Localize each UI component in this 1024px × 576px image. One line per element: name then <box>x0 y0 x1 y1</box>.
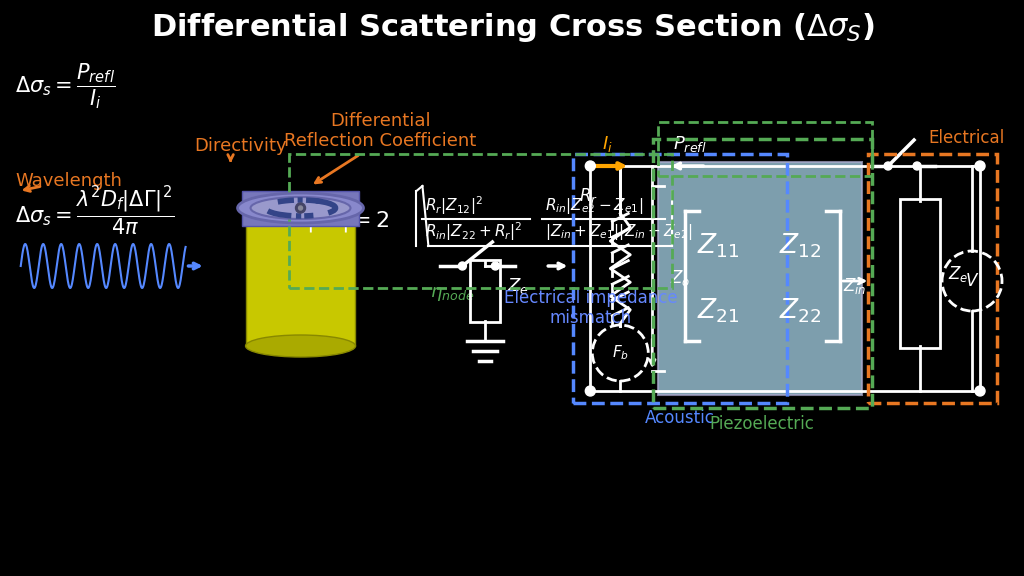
Text: $P_{refl}$: $P_{refl}$ <box>674 134 708 154</box>
Text: Piezoelectric: Piezoelectric <box>710 415 815 433</box>
Circle shape <box>913 162 921 170</box>
Text: $Z_o$: $Z_o$ <box>671 268 690 288</box>
Text: Wavelength: Wavelength <box>15 172 122 190</box>
Text: Differential Scattering Cross Section ($\Delta\sigma_S$): Differential Scattering Cross Section ($… <box>151 12 874 44</box>
Text: $|Z_{in}+Z_{e1}||Z_{in}+Z_{e2}|$: $|Z_{in}+Z_{e1}||Z_{in}+Z_{e2}|$ <box>546 222 693 242</box>
Text: $Z_{21}$: $Z_{21}$ <box>697 297 739 325</box>
FancyBboxPatch shape <box>658 162 862 395</box>
Ellipse shape <box>238 193 364 223</box>
Text: $Z_{in}$: $Z_{in}$ <box>844 276 867 296</box>
Text: $Z_e$: $Z_e$ <box>948 264 969 284</box>
Text: Electrical impedance
mismatch: Electrical impedance mismatch <box>504 289 677 327</box>
Circle shape <box>492 262 500 270</box>
Text: $R_r|Z_{12}|^2$: $R_r|Z_{12}|^2$ <box>425 195 483 217</box>
Text: $\Delta\sigma_s = \dfrac{P_{refl}}{I_i}$: $\Delta\sigma_s = \dfrac{P_{refl}}{I_i}$ <box>14 61 116 111</box>
Circle shape <box>586 161 595 171</box>
FancyBboxPatch shape <box>242 191 359 226</box>
Text: Electrical: Electrical <box>929 129 1005 147</box>
Text: $I_i$: $I_i$ <box>602 134 612 154</box>
Text: Directivity: Directivity <box>195 137 287 155</box>
Text: $F_b$: $F_b$ <box>611 344 629 362</box>
Circle shape <box>459 262 466 270</box>
Text: $Z_{11}$: $Z_{11}$ <box>697 232 739 260</box>
Circle shape <box>975 161 985 171</box>
Text: $R_{in}|Z_{22}+R_r|^2$: $R_{in}|Z_{22}+R_r|^2$ <box>425 221 523 243</box>
Text: $Z_{12}$: $Z_{12}$ <box>779 232 821 260</box>
Text: $R_r$: $R_r$ <box>580 185 598 206</box>
Circle shape <box>296 203 305 213</box>
Circle shape <box>975 386 985 396</box>
Text: $V$: $V$ <box>965 272 979 290</box>
Text: Differential
Reflection Coefficient: Differential Reflection Coefficient <box>285 112 476 150</box>
Ellipse shape <box>246 335 355 357</box>
Text: $\Delta\sigma_s = \dfrac{\lambda^2 D_f |\Delta\Gamma|^2}{4\pi}$: $\Delta\sigma_s = \dfrac{\lambda^2 D_f |… <box>14 184 174 238</box>
Text: $\eta_{node}$: $\eta_{node}$ <box>430 285 475 303</box>
Circle shape <box>586 386 595 396</box>
Text: $Z_{22}$: $Z_{22}$ <box>779 297 821 325</box>
Circle shape <box>299 206 302 210</box>
Text: $|\Delta\Gamma| = 2$: $|\Delta\Gamma| = 2$ <box>305 209 389 233</box>
Circle shape <box>884 162 892 170</box>
Text: Acoustic: Acoustic <box>645 409 715 427</box>
Ellipse shape <box>251 197 350 219</box>
Polygon shape <box>246 206 355 346</box>
Text: $R_{in}|Z_{e2}-Z_{e1}|$: $R_{in}|Z_{e2}-Z_{e1}|$ <box>546 196 644 216</box>
Text: $Z_e$: $Z_e$ <box>507 276 529 296</box>
